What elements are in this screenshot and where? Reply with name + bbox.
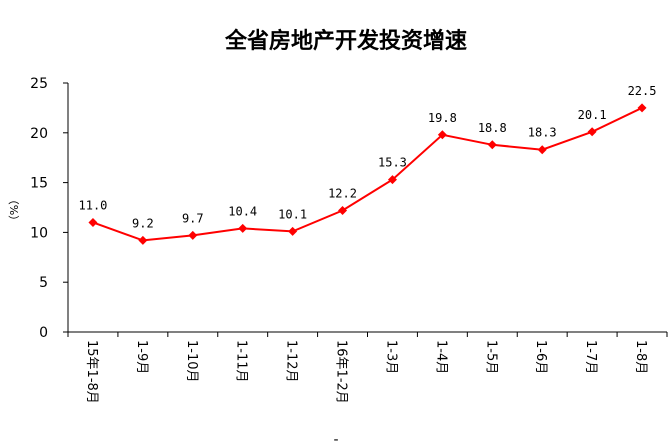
y-tick-label: 20 (30, 126, 48, 142)
x-tick-label: 1-4月 (433, 340, 448, 374)
y-tick-label: 10 (30, 225, 48, 241)
x-tick-label: 1-7月 (583, 340, 598, 374)
x-tick-label: 1-6月 (533, 340, 548, 374)
data-point (387, 175, 397, 185)
data-point (238, 223, 248, 233)
data-label: 10.4 (228, 204, 257, 218)
x-tick-label: 1-11月 (234, 340, 249, 383)
x-tick-label: 1-5月 (483, 340, 498, 374)
data-label: 15.3 (378, 156, 407, 170)
bottom-mark: - (333, 432, 338, 446)
x-tick-label: 1-3月 (383, 340, 398, 374)
y-tick-label: 25 (30, 76, 48, 92)
data-label: 9.2 (132, 216, 154, 230)
data-label: 22.5 (628, 84, 657, 98)
y-tick-label: 0 (39, 325, 48, 341)
y-tick-label: 15 (30, 176, 48, 192)
y-axis-unit-label: （%） (7, 194, 20, 226)
data-point (637, 103, 647, 113)
data-point (288, 226, 298, 236)
data-label: 18.3 (528, 126, 557, 140)
x-tick-label: 1-10月 (184, 340, 199, 383)
y-tick-label: 5 (39, 275, 48, 291)
series-polyline (92, 106, 643, 242)
data-point (338, 205, 348, 215)
data-label: 20.1 (578, 108, 607, 122)
data-point (188, 230, 198, 240)
x-axis-ticks: 15年1-8月 1-9月 1-10月 1-11月 1-12月 16年1-2月 1-3月 1-4… (67, 332, 668, 404)
y-axis-ticks: 0 5 10 15 20 25 (30, 76, 68, 341)
data-label: 10.1 (278, 207, 307, 221)
data-point (587, 127, 597, 137)
x-tick-label: 1-8月 (633, 340, 648, 374)
x-tick-label: 15年1-8月 (84, 340, 99, 404)
series-markers (88, 103, 647, 245)
data-label: 12.2 (328, 186, 357, 200)
chart-title: 全省房地产开发投资增速 (224, 28, 467, 54)
data-label: 9.7 (182, 211, 204, 225)
data-point (487, 140, 497, 150)
data-label: 19.8 (428, 111, 457, 125)
data-point (88, 217, 98, 227)
x-tick-label: 1-9月 (134, 340, 149, 374)
data-point (437, 130, 447, 140)
data-point (138, 235, 148, 245)
data-label: 18.8 (478, 121, 507, 135)
data-labels: 11.0 9.2 9.7 10.4 10.1 12.2 15.3 19.8 18.8 18.3 20… (79, 84, 657, 230)
data-label: 11.0 (79, 198, 108, 212)
x-tick-label: 16年1-2月 (334, 340, 349, 404)
x-tick-label: 1-12月 (284, 340, 299, 383)
data-point (537, 145, 547, 155)
series-line (92, 106, 643, 242)
